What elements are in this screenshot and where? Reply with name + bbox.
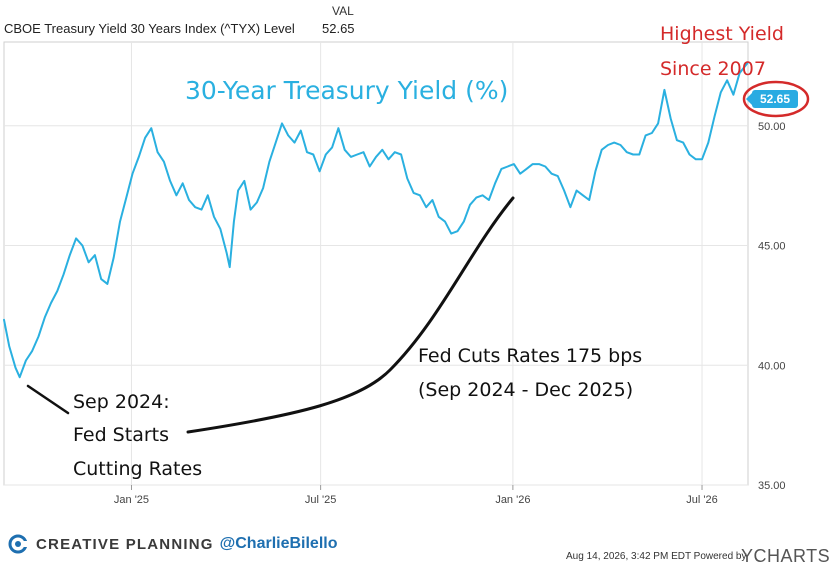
cuts-annotation-line1: Fed Cuts Rates 175 bps <box>418 345 642 367</box>
value-column-header: VAL <box>332 4 354 18</box>
plot-area <box>3 41 749 486</box>
current-value: 52.65 <box>322 21 355 36</box>
cuts-annotation-line2: (Sep 2024 - Dec 2025) <box>418 379 633 401</box>
y-tick-label: 40.00 <box>758 360 786 372</box>
y-tick-label: 50.00 <box>758 121 786 133</box>
x-tick-label: Jan '25 <box>114 494 149 506</box>
highlight-circle <box>742 80 810 118</box>
x-axis-ticks: Jan '25 Jul '25 Jan '26 Jul '26 <box>114 485 718 506</box>
cuts-annotation-arrow <box>186 196 515 434</box>
last-value-label: 52.65 <box>760 92 790 106</box>
creative-planning-logo-icon <box>8 534 28 554</box>
chart-title: 30-Year Treasury Yield (%) <box>185 76 508 105</box>
yield-series-line <box>3 61 749 379</box>
start-annotation-line3: Cutting Rates <box>73 458 202 480</box>
yield-chart: Jan '25 Jul '25 Jan '26 Jul '26 35.00 40.00 4… <box>3 23 810 506</box>
y-tick-label: 45.00 <box>758 241 786 253</box>
start-annotation-arrow <box>26 384 70 415</box>
series-name: CBOE Treasury Yield 30 Years Index (^TYX… <box>4 21 295 36</box>
footer-timestamp: Aug 14, 2026, 3:42 PM EDT Powered by <box>566 551 747 562</box>
x-tick-label: Jul '26 <box>686 494 717 506</box>
y-axis-ticks: 35.00 40.00 45.00 50.00 <box>758 121 786 492</box>
ycharts-logo: YCHARTS <box>741 546 831 566</box>
gridlines <box>4 42 748 486</box>
highest-yield-line2: Since 2007 <box>660 58 766 80</box>
last-value-badge <box>752 90 798 108</box>
x-tick-label: Jan '26 <box>495 494 530 506</box>
highest-yield-line1: Highest Yield <box>660 23 784 45</box>
badge-pointer <box>746 93 752 105</box>
brand-name: CREATIVE PLANNING <box>36 535 214 553</box>
twitter-handle: @CharlieBilello <box>219 535 338 552</box>
y-tick-label: 35.00 <box>758 480 786 492</box>
brand-logo: CREATIVE PLANNING @CharlieBilello <box>8 534 338 554</box>
x-tick-label: Jul '25 <box>305 494 336 506</box>
start-annotation-line1: Sep 2024: <box>73 391 170 413</box>
start-annotation-line2: Fed Starts <box>73 424 169 446</box>
